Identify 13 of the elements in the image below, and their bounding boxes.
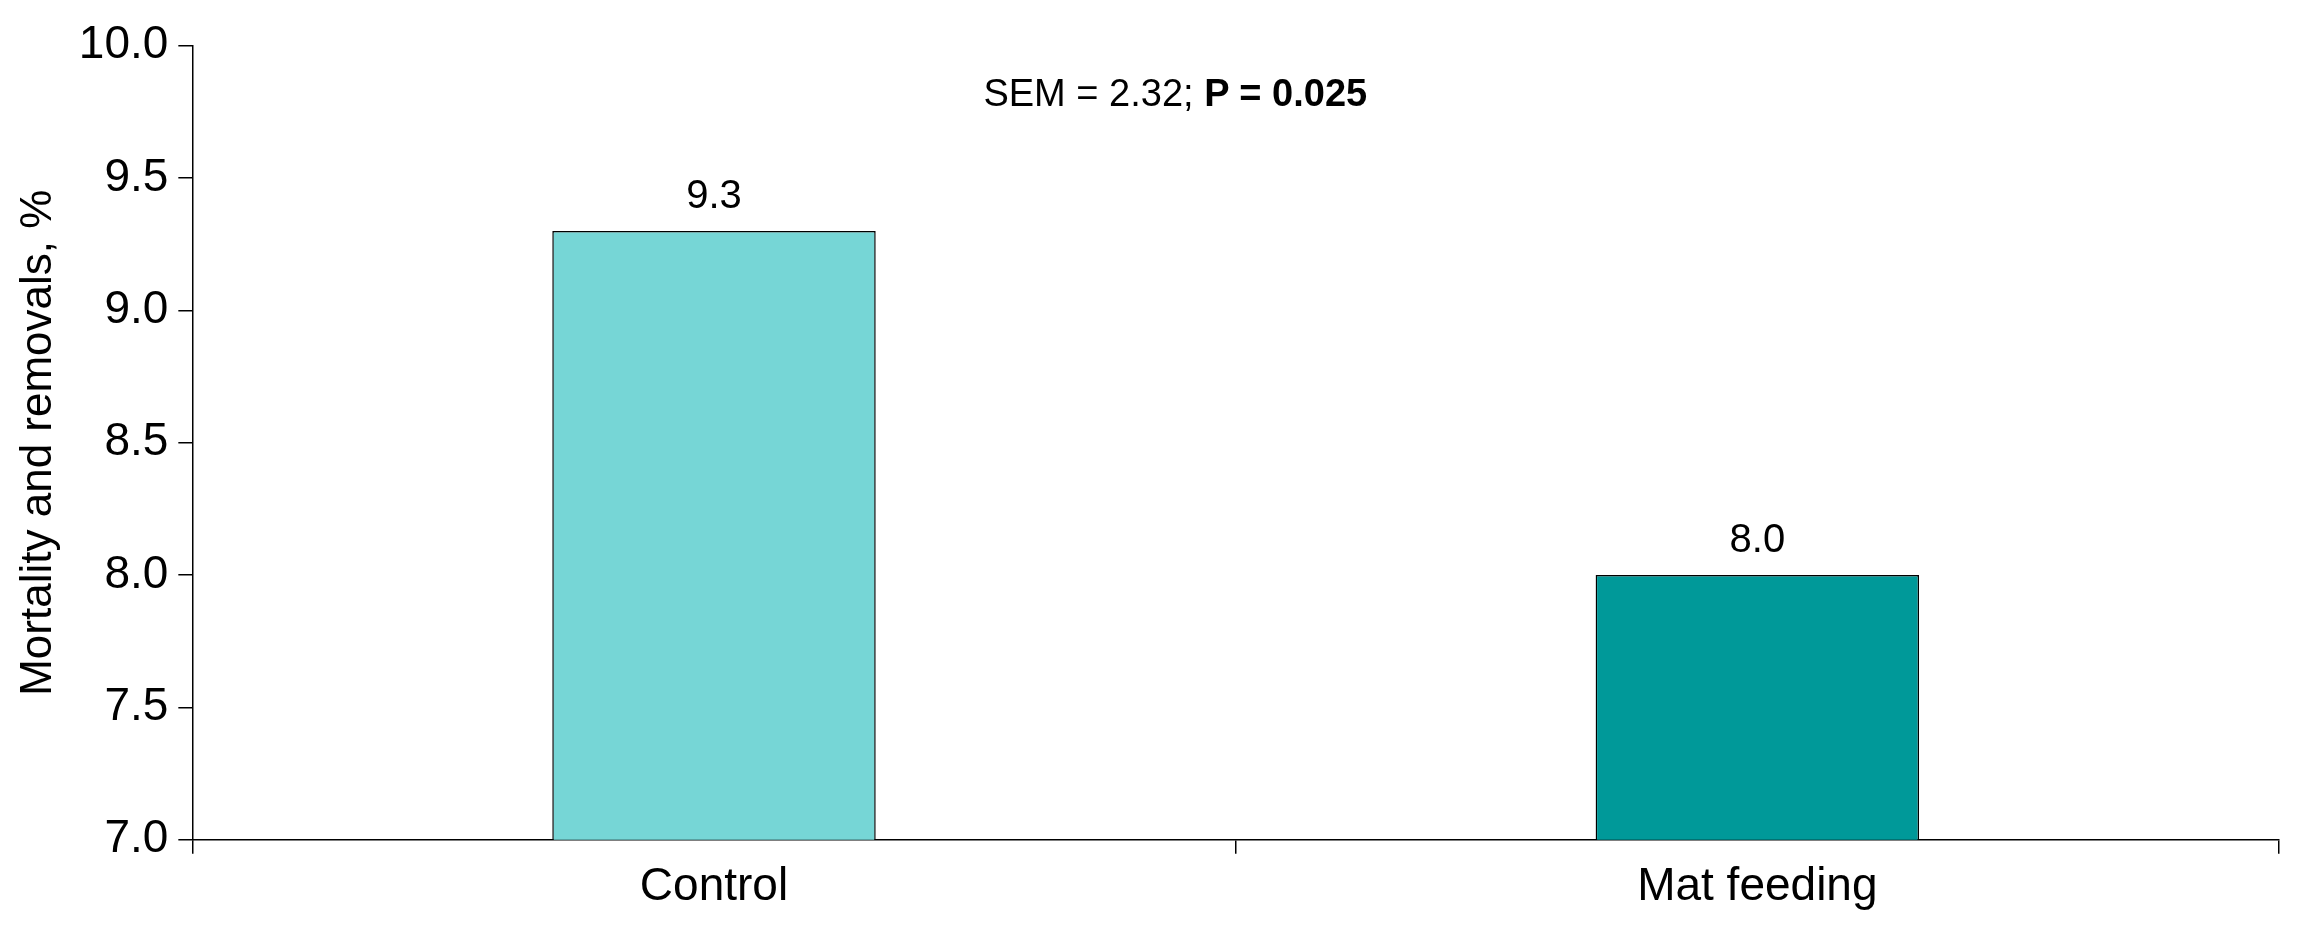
x-tick-label: Mat feeding bbox=[1637, 858, 1878, 911]
y-tick-label: 8.5 bbox=[104, 413, 169, 466]
data-label: 9.3 bbox=[686, 171, 742, 216]
y-tick-label: 7.5 bbox=[104, 678, 169, 731]
x-tick-label: Control bbox=[639, 858, 789, 911]
y-tick-label: 9.5 bbox=[104, 148, 169, 201]
y-tick-label: 7.0 bbox=[104, 810, 169, 863]
y-tick-label: 8.0 bbox=[104, 545, 169, 598]
y-tick-label: 9.0 bbox=[104, 281, 169, 334]
y-axis-title: Mortality and removals, % bbox=[10, 189, 60, 696]
data-label: 8.0 bbox=[1729, 516, 1786, 561]
y-tick-label: 10.0 bbox=[78, 16, 169, 69]
annotation: SEM = 2.32; P = 0.025 bbox=[983, 72, 1368, 115]
